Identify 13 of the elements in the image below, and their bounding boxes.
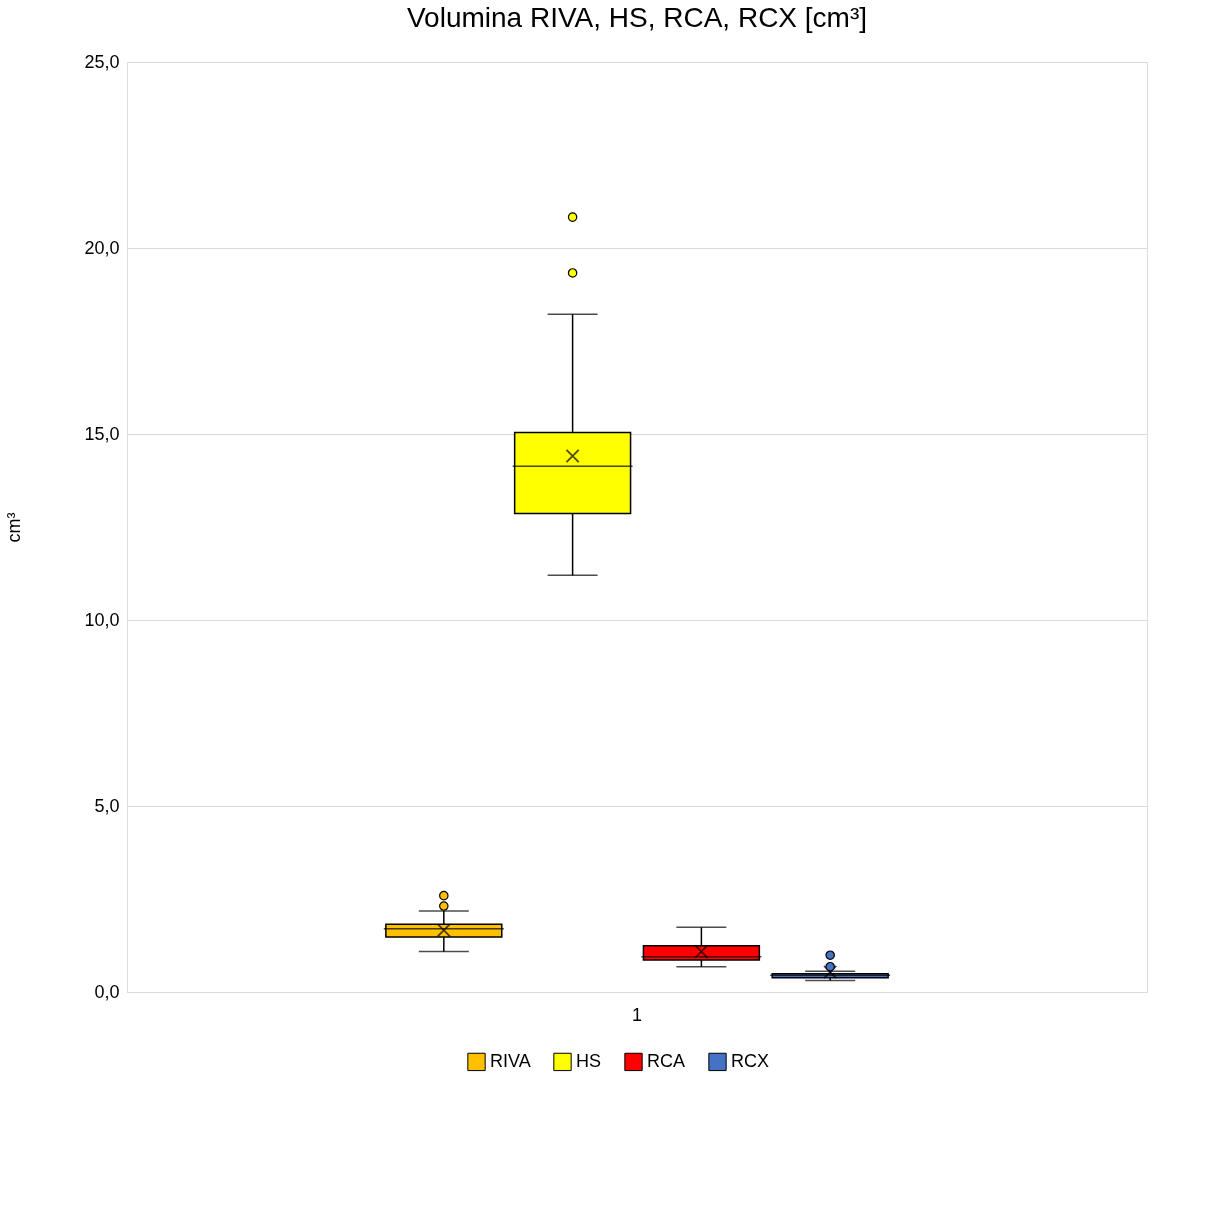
y-tick-label: 10,0	[84, 609, 120, 630]
y-tick-label: 20,0	[84, 237, 120, 258]
y-tick-label: 5,0	[94, 795, 120, 816]
y-tick-label: 15,0	[84, 423, 120, 444]
legend-label: RIVA	[490, 1050, 531, 1071]
legend-label: RCX	[731, 1050, 770, 1071]
chart-title: Volumina RIVA, HS, RCA, RCX [cm³]	[406, 2, 868, 33]
legend-label: HS	[576, 1050, 602, 1071]
y-tick-label: 0,0	[94, 981, 120, 1002]
y-tick-label: 25,0	[84, 51, 120, 72]
legend-label: RCA	[647, 1050, 686, 1071]
x-tick-label: 1	[631, 1004, 643, 1025]
y-axis-title: cm³	[4, 512, 25, 543]
